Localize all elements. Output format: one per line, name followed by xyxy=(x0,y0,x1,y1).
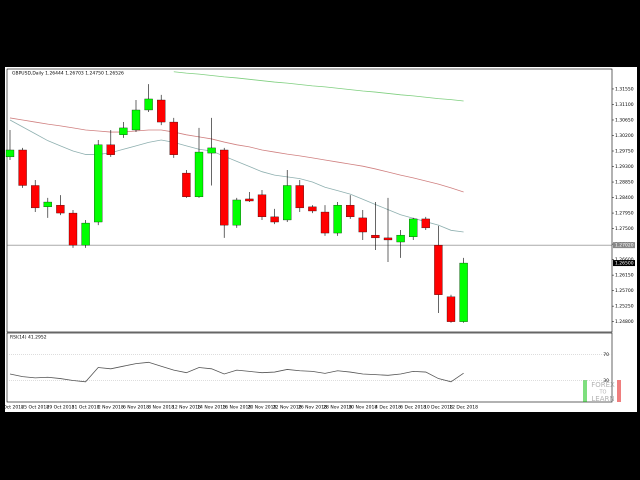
candle-body xyxy=(308,206,317,212)
price-label: 1.26500 xyxy=(615,261,634,267)
x-tick-label: 8 Nov 2018 xyxy=(148,405,174,411)
watermark: FOREX TO LEARN xyxy=(583,380,621,403)
candle-body xyxy=(409,218,418,238)
rsi-panel xyxy=(6,332,613,403)
watermark-candle xyxy=(583,380,587,402)
y-tick-label: 1.25250 xyxy=(615,304,634,310)
level-label: 1.27020 xyxy=(615,243,634,249)
candle-body xyxy=(68,212,78,246)
x-tick-label: 2 Nov 2018 xyxy=(98,405,124,411)
candle-body xyxy=(371,234,380,239)
x-tick-label: 25 Oct 2018 xyxy=(21,405,49,411)
candle-body xyxy=(270,216,279,223)
chart-window xyxy=(5,67,637,412)
candle-body xyxy=(94,144,103,223)
price-label-box xyxy=(613,260,635,267)
y-tick-label: 1.30200 xyxy=(615,133,634,139)
moving-average xyxy=(173,71,464,102)
x-tick-label: 30 Nov 2018 xyxy=(348,405,377,411)
x-tick-label: 6 Dec 2018 xyxy=(400,405,426,411)
x-tick-label: 20 Nov 2018 xyxy=(248,405,277,411)
candle-body xyxy=(283,185,292,221)
candle-body xyxy=(207,147,216,154)
candle-body xyxy=(43,201,52,208)
moving-average xyxy=(9,117,464,193)
candle-body xyxy=(446,296,456,322)
x-tick-label: 31 Oct 2018 xyxy=(72,405,100,411)
x-tick-label: 12 Nov 2018 xyxy=(172,405,201,411)
rsi-title: RSI(14) 41.2952 xyxy=(10,335,47,341)
rsi-line xyxy=(9,361,464,383)
y-tick-label: 1.28400 xyxy=(615,195,634,201)
x-tick-label: 4 Dec 2018 xyxy=(375,405,401,411)
watermark-text: FOREX xyxy=(591,381,615,389)
candle-body xyxy=(220,149,229,226)
watermark-candle xyxy=(617,380,621,402)
candle-body xyxy=(81,222,90,246)
watermark-text: LEARN xyxy=(591,395,614,403)
y-tick-label: 1.28850 xyxy=(615,180,634,186)
candle-body xyxy=(383,237,393,241)
x-tick-label: 22 Nov 2018 xyxy=(273,405,302,411)
y-tick-label: 1.27950 xyxy=(615,211,634,217)
x-tick-label: 29 Oct 2018 xyxy=(46,405,74,411)
rsi-tick-label: 70 xyxy=(603,352,609,358)
candle-body xyxy=(106,144,115,155)
x-tick-label: 16 Nov 2018 xyxy=(222,405,251,411)
y-tick-label: 1.29300 xyxy=(615,164,634,170)
candle-body xyxy=(346,204,355,218)
candle-body xyxy=(434,244,443,295)
y-tick-label: 1.25700 xyxy=(615,288,634,294)
candle-body xyxy=(144,98,153,111)
main-panel xyxy=(6,68,613,333)
candle-body xyxy=(358,217,367,233)
watermark-text: TO xyxy=(599,390,607,396)
candle-body xyxy=(295,185,304,209)
y-tick-label: 1.30650 xyxy=(615,117,634,123)
y-tick-label: 1.31100 xyxy=(615,102,634,108)
candle-body xyxy=(194,151,204,198)
x-tick-label: 26 Nov 2018 xyxy=(298,405,327,411)
candle-body xyxy=(257,194,267,218)
candle-body xyxy=(31,185,40,209)
x-tick-label: 10 Dec 2018 xyxy=(424,405,453,411)
candle-body xyxy=(131,109,141,131)
x-tick-label: 6 Nov 2018 xyxy=(123,405,149,411)
y-tick-label: 1.27500 xyxy=(615,226,634,232)
candle-body xyxy=(5,149,15,158)
candle-body xyxy=(157,99,166,123)
rsi-tick-label: 30 xyxy=(603,378,609,384)
candle-body xyxy=(119,127,128,135)
y-tick-label: 1.29750 xyxy=(615,149,634,155)
x-tick-label: 17 Oct 2018 xyxy=(0,405,24,411)
candle-body xyxy=(421,218,430,229)
y-tick-label: 1.26150 xyxy=(615,273,634,279)
x-tick-label: 12 Dec 2018 xyxy=(449,405,478,411)
x-tick-label: 14 Nov 2018 xyxy=(197,405,226,411)
candle-body xyxy=(56,204,65,214)
y-tick-label: 1.24800 xyxy=(615,319,634,325)
candle-body xyxy=(182,172,191,198)
level-label-box xyxy=(613,242,635,249)
x-tick-label: 28 Nov 2018 xyxy=(323,405,352,411)
y-tick-label: 1.31550 xyxy=(615,86,634,92)
candle-body xyxy=(333,204,342,234)
candle-body xyxy=(459,262,468,322)
candle-body xyxy=(169,121,178,155)
candle-body xyxy=(18,149,27,186)
candle-body xyxy=(245,198,254,202)
candle-body xyxy=(320,211,330,234)
chart-title: GBPUSD,Daily 1.26444 1.26703 1.24750 1.2… xyxy=(12,71,124,77)
candle-body xyxy=(396,234,405,243)
candle-body xyxy=(232,199,241,226)
